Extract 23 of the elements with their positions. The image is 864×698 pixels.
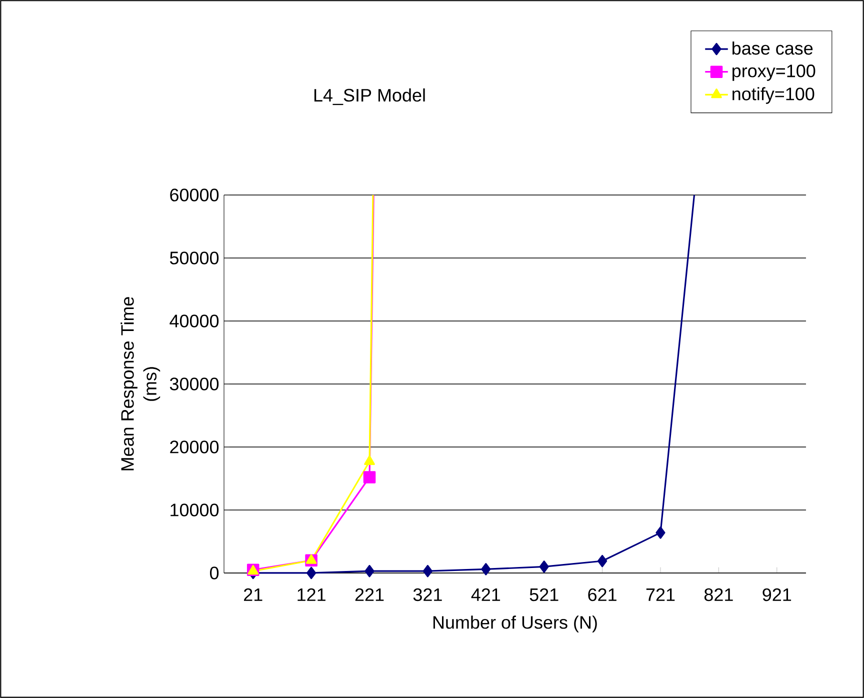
x-tick-label: 121 bbox=[298, 588, 326, 601]
y-tick-label: 60000 bbox=[170, 188, 219, 202]
chart-title: L4_SIP Model bbox=[314, 88, 425, 106]
legend-label: base case bbox=[732, 42, 813, 55]
y-tick-label: 50000 bbox=[170, 252, 219, 264]
x-tick-label: 521 bbox=[530, 588, 558, 602]
x-tick-label: 621 bbox=[588, 588, 616, 602]
y-tick-label: 10000 bbox=[170, 504, 219, 516]
x-tick-label: 321 bbox=[413, 588, 442, 602]
x-tick-label: 721 bbox=[646, 588, 675, 601]
y-tick-label: 20000 bbox=[170, 440, 219, 454]
x-tick-label: 21 bbox=[244, 588, 262, 601]
y-tick-label: 0 bbox=[210, 566, 219, 580]
y-tick-label: 30000 bbox=[170, 378, 219, 390]
y-axis-title: Mean Response Time (ms) bbox=[120, 297, 160, 470]
x-tick-label: 921 bbox=[762, 588, 792, 602]
y-tick-label: 40000 bbox=[170, 314, 219, 328]
x-tick-label: 421 bbox=[471, 588, 500, 601]
x-tick-label: 821 bbox=[704, 588, 733, 602]
x-tick-label: 221 bbox=[355, 588, 384, 601]
legend-label: proxy=100 bbox=[732, 64, 816, 81]
legend-label: notify=100 bbox=[732, 87, 814, 104]
x-axis-title: Number of Users (N) bbox=[433, 616, 597, 632]
